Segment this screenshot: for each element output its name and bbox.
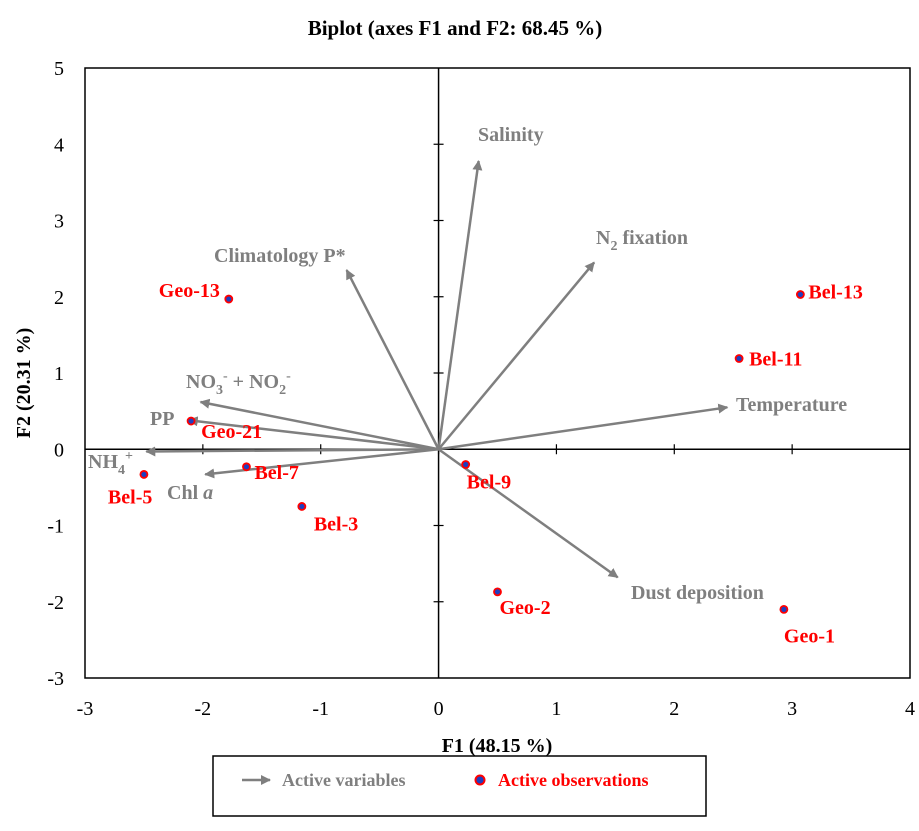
x-tick-label: -1 — [312, 698, 329, 720]
y-axis-title: F2 (20.31 %) — [13, 328, 35, 439]
obs-label-bel-3: Bel-3 — [314, 513, 358, 535]
y-tick-label: 0 — [54, 439, 64, 461]
chart-title: Biplot (axes F1 and F2: 68.45 %) — [308, 16, 603, 40]
x-axis-title: F1 (48.15 %) — [442, 735, 553, 757]
obs-label-bel-9: Bel-9 — [467, 472, 511, 494]
y-tick-label: -1 — [47, 516, 64, 538]
y-tick-label: -3 — [47, 668, 64, 690]
var-label-n2-fixation: N2 fixation — [596, 227, 688, 254]
variable-arrows — [145, 160, 729, 579]
arrow-n2-fixation — [437, 261, 596, 451]
point-geo-13 — [224, 294, 234, 304]
plot-frame — [84, 67, 911, 679]
var-label-nh4: NH4+ — [88, 449, 133, 478]
y-tick-label: 4 — [54, 134, 64, 156]
point-bel-9 — [461, 460, 471, 469]
arrow-salinity — [437, 160, 483, 450]
point-bel-5 — [139, 470, 149, 479]
arrow-pp — [187, 416, 439, 451]
arrow-temperature — [438, 403, 729, 451]
arrow-no3-no2 — [199, 398, 439, 451]
x-tick-label: 0 — [434, 698, 444, 720]
y-tick-label: 1 — [54, 363, 64, 385]
point-bel-7 — [242, 462, 251, 472]
obs-label-geo-13: Geo-13 — [159, 280, 220, 302]
point-geo-2 — [493, 587, 502, 597]
variable-labels: Salinity N2 fixation Climatology P* NO3-… — [88, 124, 847, 604]
point-bel-3 — [297, 502, 307, 511]
var-label-pp: PP — [150, 408, 174, 430]
obs-label-bel-5: Bel-5 — [108, 486, 152, 508]
legend-box — [212, 755, 707, 817]
y-axis-ticks: -3 -2 -1 0 1 2 3 4 5 — [47, 58, 444, 690]
x-tick-label: 4 — [905, 698, 915, 720]
obs-label-bel-7: Bel-7 — [254, 462, 298, 484]
x-tick-label: 1 — [551, 698, 561, 720]
var-label-temperature: Temperature — [736, 394, 847, 416]
x-axis-ticks: -3 -2 -1 0 1 2 3 4 — [77, 444, 915, 720]
x-tick-label: 2 — [669, 698, 679, 720]
legend-observations-label: Active observations — [498, 770, 648, 790]
point-geo-21 — [186, 416, 196, 426]
y-tick-label: 5 — [54, 58, 64, 80]
point-bel-13 — [795, 290, 805, 299]
arrow-dust-deposition — [437, 448, 619, 579]
observation-points — [139, 290, 805, 614]
legend-variables-label: Active variables — [282, 770, 405, 790]
y-tick-label: 3 — [54, 211, 64, 233]
obs-label-geo-21: Geo-21 — [201, 421, 262, 443]
var-label-salinity: Salinity — [478, 124, 544, 146]
x-tick-label: -2 — [195, 698, 212, 720]
point-bel-11 — [734, 354, 744, 363]
obs-label-bel-11: Bel-11 — [749, 349, 802, 371]
x-tick-label: 3 — [787, 698, 797, 720]
y-tick-label: 2 — [54, 287, 64, 309]
arrow-nh4 — [145, 446, 439, 457]
arrow-chl-a — [204, 448, 439, 479]
obs-label-geo-1: Geo-1 — [784, 625, 835, 647]
y-tick-label: -2 — [47, 592, 64, 614]
x-tick-label: -3 — [77, 698, 94, 720]
obs-label-geo-2: Geo-2 — [500, 597, 551, 619]
var-label-chl-a: Chl a — [167, 482, 213, 504]
legend: Active variables Active observations — [212, 755, 707, 817]
arrow-climatology-p — [345, 269, 440, 450]
var-label-climatology: Climatology P* — [214, 245, 346, 267]
var-label-no3-no2: NO3- + NO2- — [186, 369, 291, 398]
legend-observation-marker — [474, 774, 486, 786]
var-label-dust-deposition: Dust deposition — [631, 582, 764, 604]
point-geo-1 — [779, 604, 789, 614]
obs-label-bel-13: Bel-13 — [808, 281, 862, 303]
observation-labels: Geo-13 Geo-21 Bel-7 Bel-5 Bel-3 Bel-9 Geo-2 Geo… — [108, 280, 863, 647]
